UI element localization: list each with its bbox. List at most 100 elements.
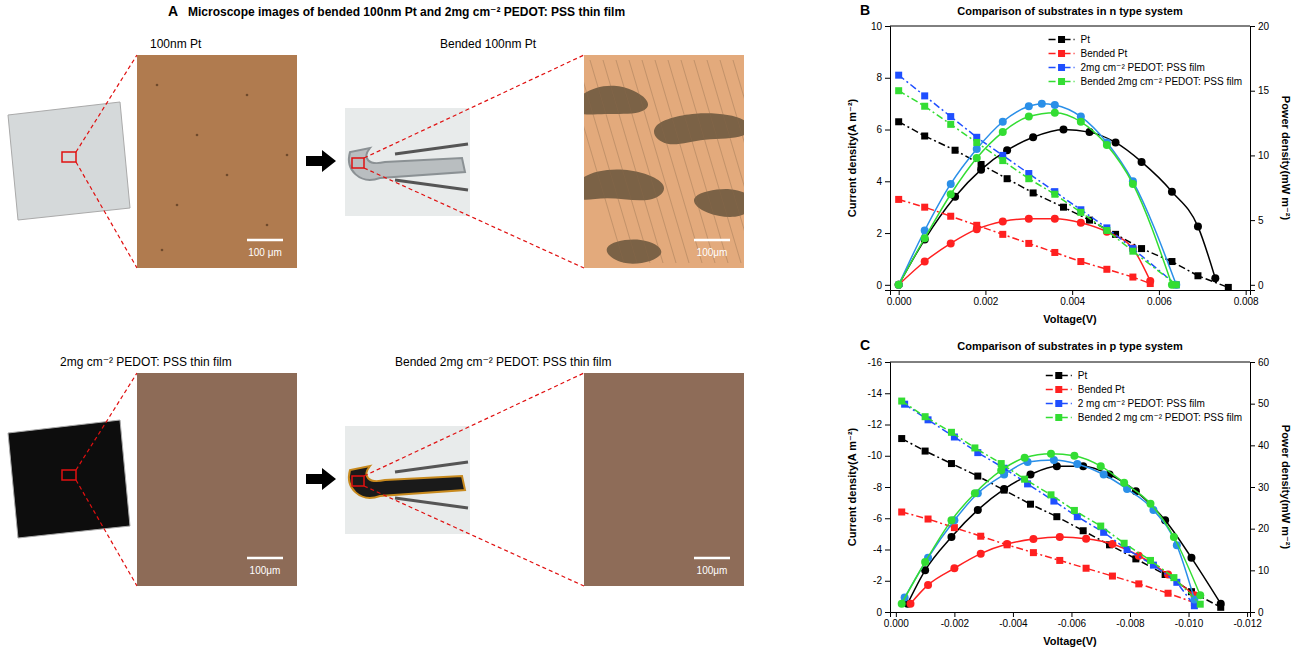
- tick: 5: [1250, 215, 1264, 226]
- tick: 0.002: [973, 290, 998, 307]
- data-point: [1030, 189, 1037, 196]
- data-point: [921, 234, 929, 242]
- scratch: [720, 60, 744, 263]
- tick-mark: [954, 612, 955, 617]
- surface-dot: [161, 249, 164, 252]
- data-point: [906, 600, 914, 608]
- tick-mark: [1250, 487, 1255, 488]
- tick-mark: [885, 425, 890, 426]
- data-point: [1030, 549, 1037, 556]
- axis-line: [1251, 27, 1256, 291]
- data-point: [1025, 240, 1032, 247]
- data-point: [1025, 102, 1033, 110]
- surface-dot: [226, 174, 229, 177]
- tweezers: [395, 144, 468, 154]
- x-axis-title: Voltage(V): [1043, 313, 1097, 325]
- data-point: [895, 196, 902, 203]
- microscope-image-group: [584, 373, 744, 586]
- tick: -6: [873, 513, 890, 524]
- tick-mark: [1250, 91, 1255, 92]
- legend-marker: [1058, 78, 1065, 85]
- tick-mark: [1071, 612, 1072, 617]
- series-line: [902, 512, 1195, 603]
- axis-line: [1251, 363, 1256, 613]
- data-point: [1047, 450, 1055, 458]
- surface-dot: [156, 84, 159, 87]
- series-line: [899, 91, 1177, 285]
- tick-mark: [1250, 570, 1255, 571]
- data-point: [1194, 223, 1202, 231]
- tick-mark: [885, 487, 890, 488]
- series-line: [899, 219, 1151, 285]
- data-point: [898, 600, 906, 608]
- data-point: [947, 180, 955, 188]
- data-point: [977, 166, 985, 174]
- scale-bar: [694, 557, 730, 560]
- tick-mark: [885, 26, 890, 27]
- data-point: [997, 466, 1005, 474]
- scratch: [590, 60, 650, 263]
- tick-mark: [1159, 290, 1160, 295]
- data-point: [1071, 507, 1078, 514]
- crack-region: [584, 86, 648, 115]
- data-point: [947, 113, 954, 120]
- scratch: [584, 60, 637, 263]
- data-point: [1129, 274, 1136, 281]
- tick-mark: [1250, 220, 1255, 221]
- data-point: [947, 213, 954, 220]
- tick-mark: [1013, 612, 1014, 617]
- frame-top: [890, 26, 1250, 27]
- legend-marker: [1058, 50, 1065, 57]
- data-point: [921, 103, 928, 110]
- legend-label: Pt: [1081, 34, 1091, 45]
- data-point: [1146, 500, 1154, 508]
- data-point: [1129, 180, 1137, 188]
- zoom-line: [76, 55, 137, 152]
- tick-label: 0.000: [887, 296, 912, 307]
- scratch: [642, 60, 702, 263]
- tick-mark: [1250, 529, 1255, 530]
- tick: -10: [868, 450, 890, 461]
- scale-bar: [247, 239, 283, 242]
- arrow: [306, 150, 336, 172]
- data-point: [1004, 175, 1011, 182]
- data-point: [1073, 460, 1081, 468]
- tick-label: 8: [876, 72, 882, 83]
- legend-marker: [1058, 36, 1065, 43]
- tick-label: 5: [1258, 215, 1264, 226]
- tick: -4: [873, 544, 890, 555]
- scratch: [584, 60, 624, 263]
- data-point: [1121, 540, 1128, 547]
- legend-entry: 2 mg cm⁻² PEDOT: PSS film: [1046, 398, 1205, 409]
- data-point: [999, 217, 1007, 225]
- data-point: [1225, 284, 1232, 290]
- tick-mark: [1250, 362, 1255, 363]
- data-point: [1165, 590, 1172, 597]
- data-point: [947, 239, 955, 247]
- data-point: [895, 72, 902, 79]
- tick: 0.008: [1234, 290, 1259, 307]
- tweezers: [395, 462, 468, 472]
- tick-label: 50: [1258, 398, 1270, 409]
- legend-entry: 2mg cm⁻² PEDOT: PSS film: [1049, 62, 1205, 73]
- data-point: [974, 473, 981, 480]
- legend-entry: Bended 2mg cm⁻² PEDOT: PSS film: [1049, 76, 1242, 87]
- tick-label: -0.006: [1058, 618, 1087, 629]
- zoom-box: [352, 476, 364, 486]
- legend: PtBended Pt2 mg cm⁻² PEDOT: PSS filmBend…: [1046, 370, 1242, 423]
- tick-label: 30: [1258, 482, 1270, 493]
- data-point: [1051, 249, 1058, 256]
- chart: 0.000-0.002-0.004-0.006-0.008-0.010-0.01…: [846, 337, 1292, 647]
- data-point: [971, 489, 979, 497]
- legend-label: Bended 2 mg cm⁻² PEDOT: PSS film: [1078, 412, 1242, 423]
- tick-mark: [1189, 612, 1190, 617]
- data-point: [895, 87, 902, 94]
- tick-label: 20: [1258, 523, 1270, 534]
- axis-line: [885, 27, 891, 291]
- tick-mark: [1250, 285, 1255, 286]
- arrow: [306, 468, 336, 490]
- tick: 20: [1250, 523, 1270, 534]
- data-point: [999, 231, 1006, 238]
- tweezers: [395, 498, 468, 508]
- data-point: [1051, 109, 1059, 117]
